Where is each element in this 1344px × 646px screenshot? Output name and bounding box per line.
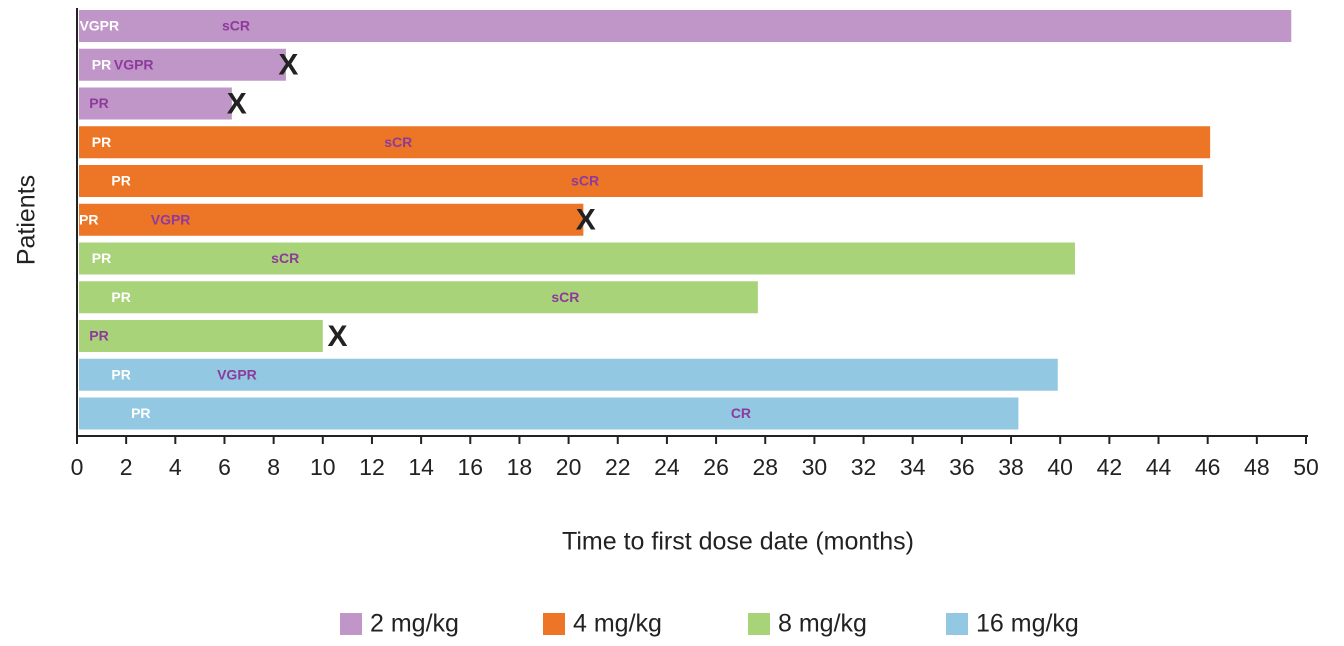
bar [79,281,758,314]
response-label: sCR [384,134,412,150]
legend-swatch [946,613,968,635]
x-tick-label: 8 [267,454,280,480]
y-axis-label: Patients [13,175,41,265]
response-label: PR [111,289,130,305]
bar [79,358,1058,391]
legend-swatch [543,613,565,635]
bar [79,203,584,236]
response-label: PR [92,250,111,266]
x-tick-label: 18 [507,454,533,480]
x-tick-label: 28 [752,454,778,480]
bar [79,48,286,81]
x-tick-label: 0 [71,454,84,480]
response-label: sCR [222,18,250,34]
bar [79,242,1075,275]
x-tick-label: 44 [1146,454,1172,480]
response-label: PR [111,366,130,382]
legend-label: 16 mg/kg [976,610,1079,638]
bar [79,87,232,120]
x-tick-label: 24 [654,454,680,480]
x-tick-label: 26 [703,454,729,480]
bar [79,126,1211,159]
x-tick-label: 20 [556,454,582,480]
x-tick-label: 34 [900,454,926,480]
x-tick-label: 22 [605,454,631,480]
bar [79,320,323,352]
response-label: PR [131,405,150,421]
response-label: PR [92,134,111,150]
response-label: sCR [551,289,579,305]
x-tick-label: 32 [851,454,877,480]
response-label: VGPR [217,366,257,382]
discontinued-marker: X [278,49,298,82]
response-label: VGPR [79,18,119,34]
x-tick-label: 36 [949,454,975,480]
x-tick-label: 12 [359,454,385,480]
legend-swatch [340,613,362,635]
response-label: PR [89,328,108,344]
x-axis-label: Time to first dose date (months) [562,528,914,556]
response-label: PR [89,95,108,111]
bar [79,165,1203,197]
x-tick-label: 16 [457,454,483,480]
response-label: sCR [271,250,299,266]
x-tick-label: 6 [218,454,231,480]
response-label: sCR [571,173,599,189]
bar [79,397,1019,430]
x-tick-label: 40 [1047,454,1073,480]
discontinued-marker: X [328,320,348,353]
x-tick-label: 4 [169,454,182,480]
discontinued-marker: X [576,204,596,237]
x-tick-label: 30 [802,454,828,480]
discontinued-marker: X [227,87,247,120]
x-tick-label: 14 [408,454,434,480]
response-label: VGPR [114,56,154,72]
x-tick-label: 50 [1293,454,1319,480]
legend-swatch [748,613,770,635]
legend-label: 8 mg/kg [778,610,867,638]
x-tick-label: 42 [1097,454,1123,480]
legend-label: 2 mg/kg [370,610,459,638]
response-label: CR [731,405,751,421]
x-tick-label: 38 [998,454,1024,480]
x-tick-label: 2 [120,454,133,480]
x-tick-label: 46 [1195,454,1221,480]
response-label: PR [92,56,111,72]
response-label: VGPR [151,211,191,227]
x-tick-label: 48 [1244,454,1270,480]
x-tick-label: 10 [310,454,336,480]
bar [79,10,1292,42]
response-label: PR [79,211,98,227]
response-label: PR [111,173,130,189]
legend-label: 4 mg/kg [573,610,662,638]
